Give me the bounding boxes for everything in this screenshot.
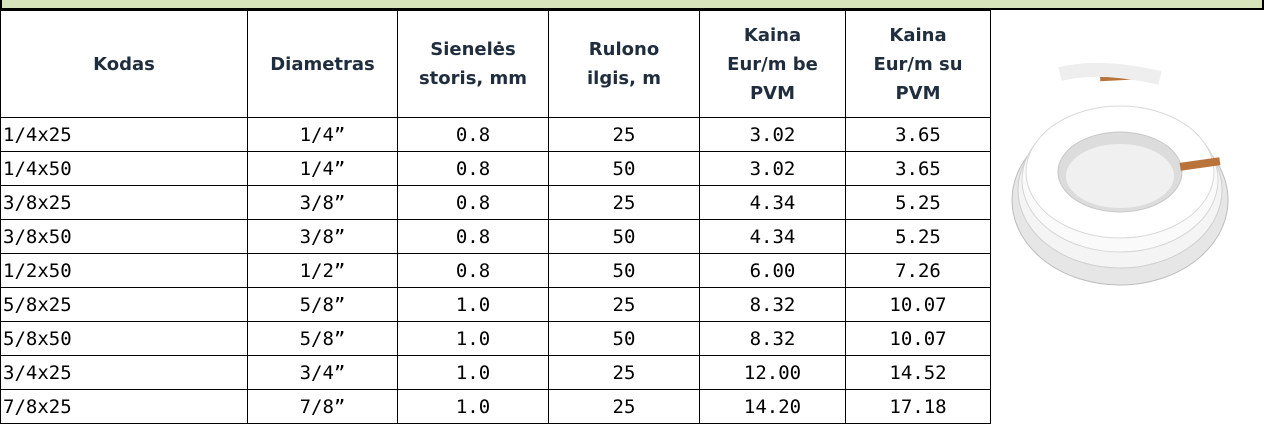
table-cell: 0.8 bbox=[398, 220, 549, 254]
table-cell: 50 bbox=[549, 220, 700, 254]
table-cell: 0.8 bbox=[398, 152, 549, 186]
table-cell: 4.34 bbox=[700, 220, 846, 254]
table-cell: 25 bbox=[549, 186, 700, 220]
header-text: PVM bbox=[750, 83, 795, 104]
table-cell: 10.07 bbox=[846, 322, 991, 356]
table-cell: 5.25 bbox=[846, 220, 991, 254]
header-text: ilgis, m bbox=[587, 68, 661, 89]
title-band bbox=[0, 0, 1264, 10]
table-cell: 1.0 bbox=[398, 390, 549, 424]
table-cell: 14.52 bbox=[846, 356, 991, 390]
table-cell: 3.65 bbox=[846, 118, 991, 152]
table-cell: 1/4” bbox=[248, 118, 398, 152]
header-cell: Kodas bbox=[1, 11, 248, 118]
header-text: storis, mm bbox=[419, 68, 527, 89]
table-cell: 50 bbox=[549, 322, 700, 356]
table-cell: 3/4x25 bbox=[1, 356, 248, 390]
table-cell: 3.02 bbox=[700, 152, 846, 186]
table-cell: 0.8 bbox=[398, 118, 549, 152]
table-cell: 5/8x50 bbox=[1, 322, 248, 356]
table-cell: 25 bbox=[549, 288, 700, 322]
header-cell: Kaina Eur/m be PVM bbox=[700, 11, 846, 118]
table-cell: 5.25 bbox=[846, 186, 991, 220]
header-text: Sienelės bbox=[430, 39, 515, 60]
table-cell: 5/8” bbox=[248, 288, 398, 322]
table-cell: 17.18 bbox=[846, 390, 991, 424]
table-cell: 3/8x25 bbox=[1, 186, 248, 220]
table-cell: 12.00 bbox=[700, 356, 846, 390]
header-cell: Sienelės storis, mm bbox=[398, 11, 549, 118]
header-text: Kaina bbox=[889, 25, 946, 46]
header-row: Kodas Diametras Sienelės storis, mm Rulono il… bbox=[1, 11, 991, 118]
table-cell: 25 bbox=[549, 118, 700, 152]
table-cell: 0.8 bbox=[398, 254, 549, 288]
table-cell: 1.0 bbox=[398, 356, 549, 390]
header-cell: Rulono ilgis, m bbox=[549, 11, 700, 118]
table-cell: 3/8x50 bbox=[1, 220, 248, 254]
price-table: Kodas Diametras Sienelės storis, mm Rulono il… bbox=[0, 10, 991, 424]
table-cell: 7.26 bbox=[846, 254, 991, 288]
table-cell: 1/4x25 bbox=[1, 118, 248, 152]
table-cell: 50 bbox=[549, 152, 700, 186]
table-cell: 5/8x25 bbox=[1, 288, 248, 322]
table-cell: 0.8 bbox=[398, 186, 549, 220]
table-cell: 14.20 bbox=[700, 390, 846, 424]
table-cell: 1/4” bbox=[248, 152, 398, 186]
table-cell: 1.0 bbox=[398, 322, 549, 356]
header-text: Eur/m be bbox=[727, 54, 818, 75]
table-cell: 7/8x25 bbox=[1, 390, 248, 424]
header-cell: Diametras bbox=[248, 11, 398, 118]
header-text: Kaina bbox=[744, 25, 801, 46]
table-cell: 6.00 bbox=[700, 254, 846, 288]
header-text: Diametras bbox=[270, 54, 375, 75]
table-cell: 8.32 bbox=[700, 288, 846, 322]
table-cell: 8.32 bbox=[700, 322, 846, 356]
header-text: PVM bbox=[895, 83, 940, 104]
table-cell: 10.07 bbox=[846, 288, 991, 322]
table-cell: 25 bbox=[549, 356, 700, 390]
table-cell: 1/2x50 bbox=[1, 254, 248, 288]
page: Kodas Diametras Sienelės storis, mm Rulono il… bbox=[0, 0, 1264, 425]
header-cell: Kaina Eur/m su PVM bbox=[846, 11, 991, 118]
table-cell: 3/4” bbox=[248, 356, 398, 390]
table-cell: 50 bbox=[549, 254, 700, 288]
table-cell: 1/4x50 bbox=[1, 152, 248, 186]
table-cell: 3/8” bbox=[248, 220, 398, 254]
table-cell: 3/8” bbox=[248, 186, 398, 220]
table-cell: 5/8” bbox=[248, 322, 398, 356]
table-cell: 1.0 bbox=[398, 288, 549, 322]
table-cell: 3.65 bbox=[846, 152, 991, 186]
table-cell: 3.02 bbox=[700, 118, 846, 152]
header-text: Rulono bbox=[589, 39, 659, 60]
header-text: Kodas bbox=[93, 54, 155, 75]
header-text: Eur/m su bbox=[873, 54, 962, 75]
table-cell: 7/8” bbox=[248, 390, 398, 424]
table-cell: 25 bbox=[549, 390, 700, 424]
table-cell: 1/2” bbox=[248, 254, 398, 288]
pipe-coil-image bbox=[1000, 60, 1250, 310]
table-cell: 4.34 bbox=[700, 186, 846, 220]
